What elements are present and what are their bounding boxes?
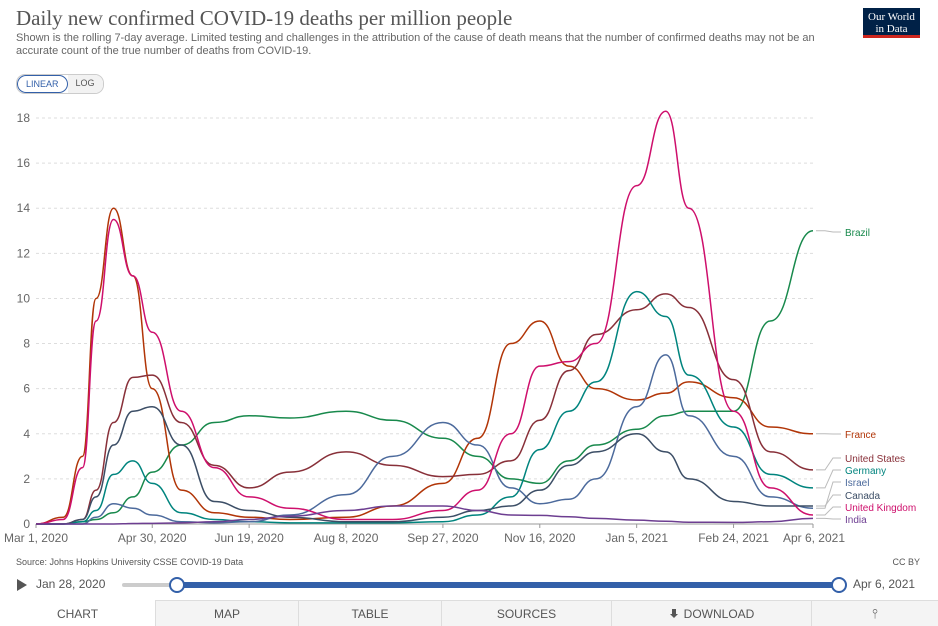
series-label-united-kingdom[interactable]: United Kingdom — [845, 503, 916, 514]
tab-bar: CHART MAP TABLE SOURCES DOWNLOAD ⫯ — [0, 600, 938, 626]
tab-download[interactable]: DOWNLOAD — [611, 601, 811, 626]
series-line-united-kingdom[interactable] — [36, 111, 813, 524]
y-tick-label: 16 — [17, 156, 31, 170]
source-note[interactable]: Source: Johns Hopkins University CSSE CO… — [16, 557, 243, 567]
timeline-start-date: Jan 28, 2020 — [36, 577, 105, 591]
chart-title: Daily new confirmed COVID-19 deaths per … — [16, 6, 512, 31]
x-axis-ticks: Mar 1, 2020 Apr 30, 2020 Jun 19, 2020 Aug 8… — [4, 524, 845, 545]
x-tick-label: Jan 5, 2021 — [605, 531, 668, 545]
linear-scale-button[interactable]: LINEAR — [17, 75, 68, 93]
timeline-start-handle[interactable] — [169, 577, 185, 593]
logo-line-1: Our World — [863, 11, 920, 23]
tab-chart[interactable]: CHART — [0, 600, 155, 626]
line-chart: 0 2 4 6 8 10 12 14 16 18 Mar 1, 2020 Apr 30, 2020 J… — [0, 100, 938, 550]
series-label-connector — [816, 458, 841, 470]
series-label-germany[interactable]: Germany — [845, 466, 886, 477]
tab-download-label: DOWNLOAD — [684, 607, 755, 621]
timeline-selected-range[interactable] — [176, 582, 838, 588]
series-line-israel[interactable] — [36, 355, 813, 524]
x-tick-label: Jun 19, 2020 — [214, 531, 284, 545]
scale-toggle: LINEAR LOG — [16, 74, 104, 94]
series-label-connector — [816, 518, 841, 519]
play-icon[interactable] — [17, 579, 27, 591]
tab-share[interactable]: ⫯ — [811, 601, 938, 626]
tab-table[interactable]: TABLE — [298, 601, 441, 626]
y-tick-label: 2 — [23, 472, 30, 486]
y-tick-label: 14 — [17, 201, 31, 215]
x-tick-label: Mar 1, 2020 — [4, 531, 68, 545]
series-label-connector — [816, 231, 841, 232]
x-tick-label: Apr 30, 2020 — [118, 531, 187, 545]
logo-line-2: in Data — [863, 23, 920, 35]
timeline-slider: Jan 28, 2020 Apr 6, 2021 — [0, 573, 938, 597]
x-tick-label: Apr 6, 2021 — [783, 531, 845, 545]
download-icon — [669, 609, 679, 619]
series-label-connector — [816, 470, 841, 488]
x-tick-label: Aug 8, 2020 — [314, 531, 379, 545]
log-scale-button[interactable]: LOG — [68, 75, 103, 93]
y-tick-label: 10 — [17, 291, 31, 305]
x-tick-label: Nov 16, 2020 — [504, 531, 576, 545]
tab-sources[interactable]: SOURCES — [441, 601, 611, 626]
timeline-end-handle[interactable] — [831, 577, 847, 593]
series-lines — [36, 111, 813, 524]
series-label-brazil[interactable]: Brazil — [845, 228, 870, 239]
series-label-united-states[interactable]: United States — [845, 454, 905, 465]
gridlines — [36, 118, 813, 524]
license-link[interactable]: CC BY — [892, 557, 920, 567]
tab-map[interactable]: MAP — [155, 601, 298, 626]
series-label-france[interactable]: France — [845, 430, 877, 441]
series-label-canada[interactable]: Canada — [845, 491, 880, 502]
y-tick-label: 8 — [23, 337, 30, 351]
owid-logo[interactable]: Our World in Data — [863, 8, 920, 38]
y-tick-label: 18 — [17, 111, 31, 125]
x-tick-label: Feb 24, 2021 — [698, 531, 769, 545]
timeline-end-date: Apr 6, 2021 — [853, 577, 915, 591]
x-tick-label: Sep 27, 2020 — [407, 531, 479, 545]
y-axis-ticks: 0 2 4 6 8 10 12 14 16 18 — [17, 111, 31, 531]
share-icon: ⫯ — [872, 606, 878, 622]
y-tick-label: 4 — [23, 427, 30, 441]
y-tick-label: 0 — [23, 517, 30, 531]
series-label-india[interactable]: India — [845, 515, 867, 526]
chart-subtitle: Shown is the rolling 7-day average. Limi… — [16, 32, 836, 58]
series-line-france[interactable] — [36, 208, 813, 524]
series-label-israel[interactable]: Israel — [845, 478, 869, 489]
y-tick-label: 12 — [17, 246, 31, 260]
y-tick-label: 6 — [23, 382, 30, 396]
